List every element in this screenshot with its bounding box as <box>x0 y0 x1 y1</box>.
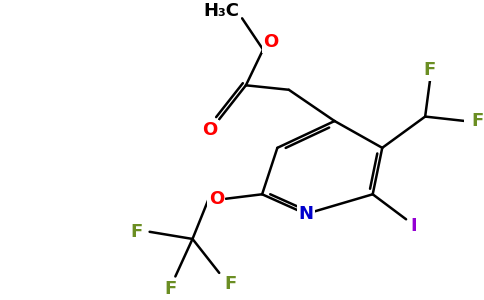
Text: F: F <box>130 223 142 241</box>
Text: F: F <box>471 112 484 130</box>
Text: F: F <box>225 274 237 292</box>
Text: O: O <box>263 33 278 51</box>
Text: O: O <box>202 121 217 139</box>
Text: I: I <box>410 218 417 236</box>
Text: O: O <box>209 190 224 208</box>
Text: F: F <box>165 280 177 298</box>
Text: F: F <box>424 61 436 79</box>
Text: N: N <box>299 205 314 223</box>
Text: H₃C: H₃C <box>203 2 239 20</box>
